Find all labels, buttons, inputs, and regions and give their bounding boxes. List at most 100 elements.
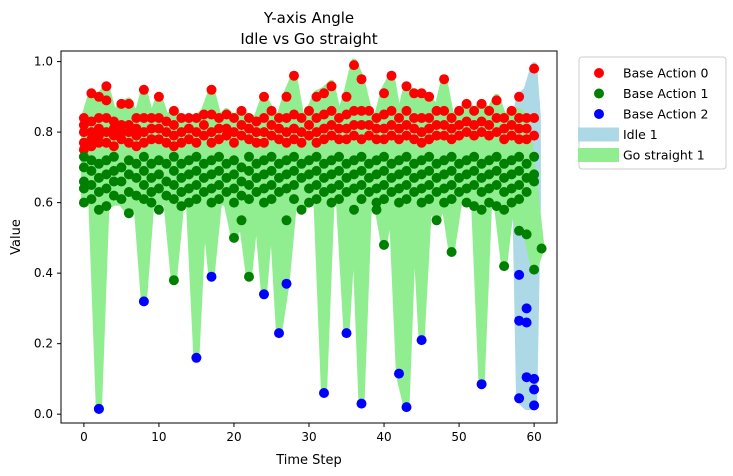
point-base-action-1: [311, 165, 322, 176]
point-base-action-1: [416, 155, 427, 166]
point-base-action-1: [236, 190, 247, 201]
point-base-action-1: [416, 197, 427, 208]
point-base-action-0: [326, 130, 337, 141]
point-base-action-1: [229, 197, 239, 208]
point-base-action-2: [191, 352, 202, 363]
point-base-action-0: [304, 120, 314, 130]
point-base-action-1: [356, 151, 367, 162]
point-base-action-1: [221, 172, 232, 183]
point-base-action-0: [439, 130, 450, 141]
legend-marker: [594, 68, 604, 78]
point-base-action-0: [229, 137, 239, 148]
point-base-action-0: [259, 91, 269, 102]
point-base-action-1: [356, 180, 367, 190]
point-base-action-0: [514, 91, 525, 102]
point-base-action-2: [281, 278, 292, 289]
point-base-action-1: [529, 151, 540, 162]
point-base-action-1: [409, 172, 420, 183]
point-base-action-1: [476, 204, 487, 215]
point-base-action-0: [131, 141, 142, 152]
point-base-action-1: [244, 180, 254, 190]
point-base-action-0: [191, 127, 202, 138]
point-base-action-1: [168, 180, 179, 190]
point-base-action-1: [506, 155, 517, 166]
point-base-action-0: [491, 95, 502, 106]
legend-go-straight-1: Go straight 1: [578, 148, 705, 163]
point-base-action-0: [266, 105, 277, 116]
point-base-action-0: [146, 123, 157, 134]
point-base-action-1: [319, 187, 329, 197]
point-base-action-0: [138, 137, 149, 148]
point-base-action-1: [371, 204, 382, 215]
point-base-action-0: [484, 120, 495, 130]
point-base-action-1: [499, 261, 510, 272]
point-base-action-2: [394, 368, 404, 379]
point-base-action-0: [101, 113, 112, 123]
point-base-action-0: [108, 141, 119, 152]
point-base-action-1: [454, 187, 465, 197]
point-base-action-1: [461, 155, 472, 166]
y-axis: 0.0 0.2 0.4 0.6 0.8 1.0: [34, 55, 61, 421]
point-base-action-0: [476, 127, 487, 138]
point-base-action-0: [183, 123, 194, 134]
point-base-action-0: [506, 120, 517, 130]
point-base-action-0: [476, 116, 487, 127]
point-base-action-0: [229, 113, 239, 123]
point-base-action-1: [281, 215, 292, 226]
legend-marker: [594, 109, 604, 119]
point-base-action-1: [326, 183, 337, 194]
point-base-action-0: [431, 105, 442, 116]
legend-label: Base Action 1: [623, 86, 709, 101]
point-base-action-0: [311, 127, 322, 138]
point-base-action-1: [131, 172, 142, 183]
x-tick-label: 50: [451, 430, 466, 444]
point-base-action-0: [78, 120, 89, 130]
point-base-action-0: [146, 113, 157, 123]
point-base-action-0: [379, 134, 389, 145]
point-base-action-0: [86, 134, 97, 145]
point-base-action-0: [101, 137, 112, 148]
point-base-action-0: [311, 91, 322, 102]
point-base-action-1: [266, 180, 277, 190]
point-base-action-0: [168, 141, 179, 152]
point-base-action-1: [131, 190, 142, 201]
point-base-action-1: [259, 169, 269, 180]
point-base-action-1: [484, 197, 495, 208]
point-base-action-1: [116, 194, 127, 205]
point-base-action-2: [521, 303, 532, 314]
point-base-action-1: [281, 183, 292, 194]
point-base-action-1: [304, 197, 314, 208]
point-base-action-1: [529, 176, 540, 187]
point-base-action-0: [259, 113, 269, 123]
point-base-action-1: [484, 169, 495, 180]
point-base-action-0: [386, 105, 397, 116]
point-base-action-1: [401, 180, 412, 190]
legend-label: Go straight 1: [623, 148, 705, 163]
point-base-action-2: [529, 400, 540, 411]
point-base-action-1: [229, 232, 239, 243]
point-base-action-1: [153, 155, 164, 166]
point-base-action-1: [514, 151, 525, 162]
y-tick-label: 0.6: [34, 196, 53, 210]
legend-label: Base Action 0: [623, 66, 709, 81]
point-base-action-0: [491, 127, 502, 138]
point-base-action-0: [349, 60, 359, 71]
point-base-action-0: [469, 105, 480, 116]
y-tick-label: 0.0: [34, 407, 53, 421]
point-base-action-0: [123, 137, 134, 148]
point-base-action-0: [86, 88, 97, 99]
point-base-action-2: [401, 402, 412, 413]
point-base-action-1: [409, 158, 420, 169]
point-base-action-0: [424, 123, 435, 134]
point-base-action-0: [206, 127, 217, 138]
point-base-action-0: [356, 134, 367, 145]
legend: Base Action 0 Base Action 1 Base Action 2 I…: [578, 56, 727, 170]
point-base-action-0: [446, 134, 457, 145]
point-base-action-1: [93, 204, 104, 215]
point-base-action-1: [431, 215, 442, 226]
point-base-action-0: [499, 123, 510, 134]
point-base-action-0: [341, 123, 352, 134]
point-base-action-1: [116, 162, 127, 173]
point-base-action-0: [386, 130, 397, 141]
point-base-action-1: [108, 165, 119, 176]
